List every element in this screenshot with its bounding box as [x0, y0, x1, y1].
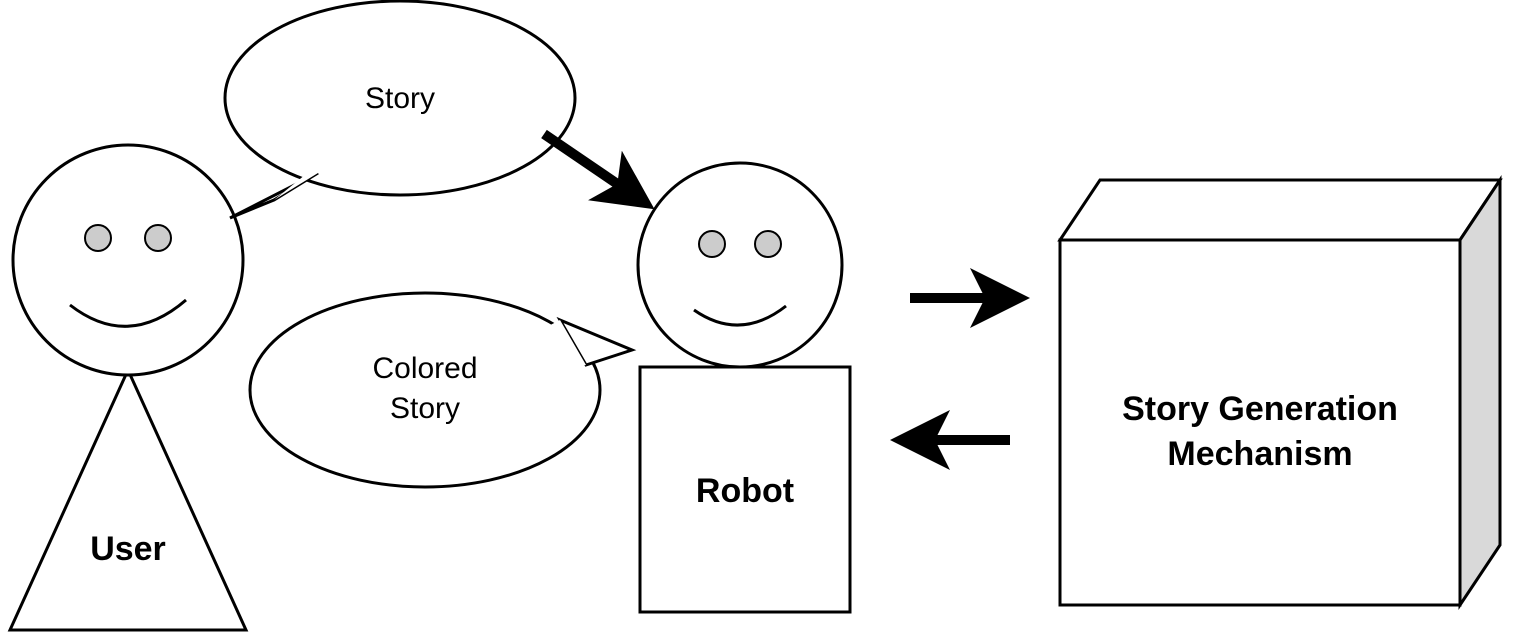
user-eye-left: [85, 225, 111, 251]
user-label: User: [90, 530, 166, 568]
colored-story-speech-bubble: Colored Story: [250, 293, 632, 487]
user-figure: User: [10, 145, 246, 630]
robot-eye-right: [755, 231, 781, 257]
story-bubble-label: Story: [365, 82, 435, 115]
user-head: [13, 145, 243, 375]
robot-figure: Robot: [638, 163, 850, 612]
colored-story-label-line2: Story: [390, 392, 460, 425]
user-body-triangle: [10, 370, 246, 630]
robot-head: [638, 163, 842, 367]
diagram-canvas: User Robot Story Colored Story Story Gen…: [0, 0, 1530, 643]
story-generation-cube: Story Generation Mechanism: [1060, 180, 1500, 605]
cube-side-face: [1460, 180, 1500, 605]
cube-label-line1: Story Generation: [1122, 390, 1398, 428]
cube-label-line2: Mechanism: [1167, 435, 1352, 473]
arrow-user-to-robot: [544, 134, 638, 198]
story-speech-bubble: Story: [225, 1, 575, 218]
colored-story-label-line1: Colored: [372, 352, 477, 385]
robot-label: Robot: [696, 472, 794, 510]
cube-top-face: [1060, 180, 1500, 240]
robot-eye-left: [699, 231, 725, 257]
user-eye-right: [145, 225, 171, 251]
